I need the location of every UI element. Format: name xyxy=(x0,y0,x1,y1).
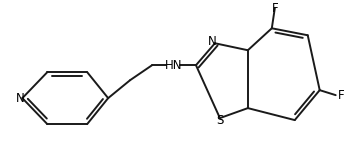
Text: N: N xyxy=(16,92,25,105)
Text: F: F xyxy=(271,2,278,15)
Text: S: S xyxy=(216,114,223,127)
Text: F: F xyxy=(338,89,345,102)
Text: N: N xyxy=(208,35,216,48)
Text: HN: HN xyxy=(165,59,183,72)
